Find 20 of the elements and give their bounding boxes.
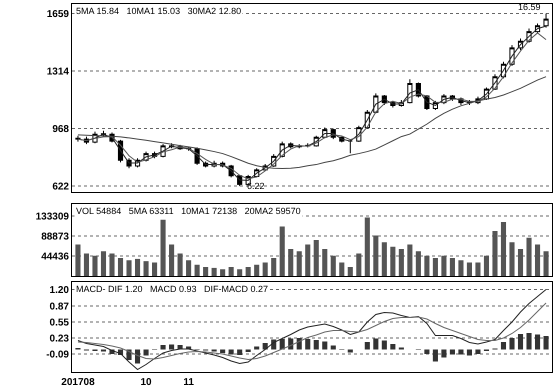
y-tick-label: 88873 xyxy=(41,232,70,243)
y-tick-label: 133309 xyxy=(36,212,70,223)
y-tick-label: 0.87 xyxy=(50,302,70,312)
y-tick-label: -0.09 xyxy=(46,350,70,360)
x-tick-label: 201708 xyxy=(61,377,96,388)
y-tick-label: 0.55 xyxy=(50,318,70,328)
y-tick-label: 0.23 xyxy=(50,334,70,344)
text: MACD- DIF 1.20 MACD 0.93 DIF-MACD 0.27 xyxy=(76,284,268,294)
text: 5MA 15.84 10MA1 15.03 30MA2 12.80 xyxy=(76,6,242,16)
x-tick-label: 11 xyxy=(183,377,194,388)
y-tick-label: 44436 xyxy=(41,252,70,262)
y-tick-label: 1314 xyxy=(46,66,70,78)
x-tick-label: 10 xyxy=(140,377,152,388)
y-tick-label: 1659 xyxy=(46,9,70,20)
y-tick-label: 968 xyxy=(52,124,70,136)
y-tick-label: 1.20 xyxy=(50,285,70,296)
y-tick-label: 622 xyxy=(52,182,70,193)
text: VOL 54884 5MA 63311 10MA1 72138 20MA2 59570 xyxy=(76,206,301,216)
text: 16.59 xyxy=(518,2,541,12)
text: 6.22 xyxy=(247,181,265,191)
